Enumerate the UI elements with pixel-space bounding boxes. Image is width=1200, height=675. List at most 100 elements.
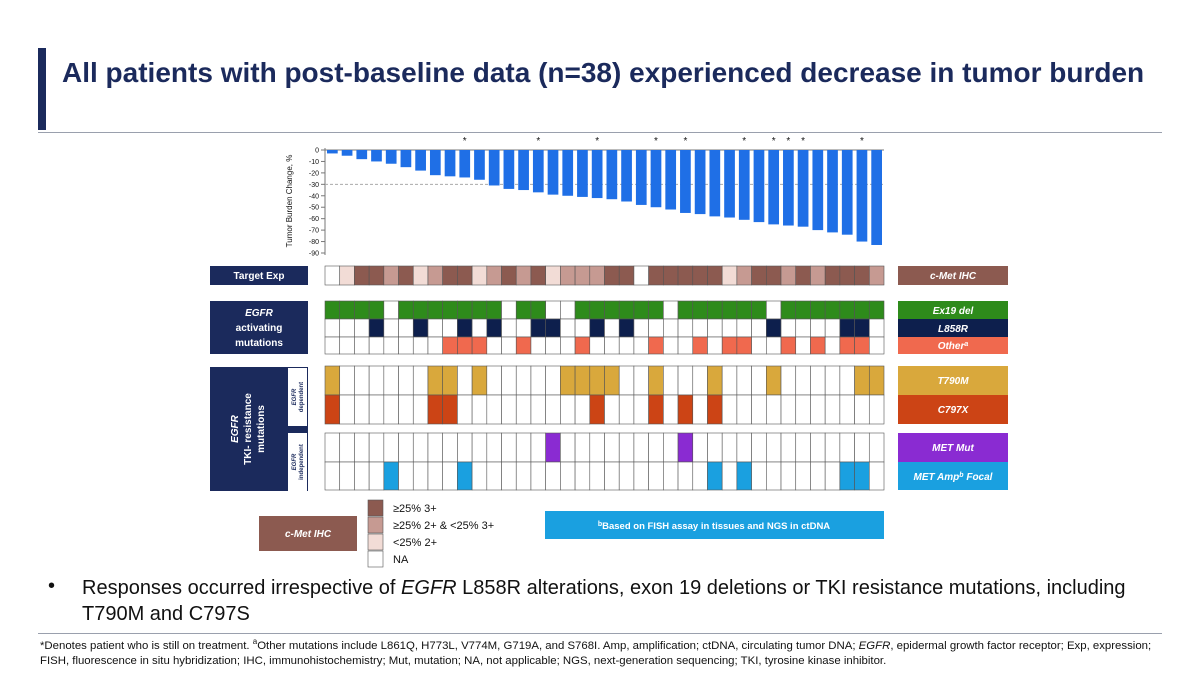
cell-met-amp: [854, 461, 870, 491]
cell-target-exp: [707, 265, 723, 286]
cell-met-mut: [412, 432, 429, 463]
cell-l858r: [574, 318, 591, 338]
cell-target-exp: [442, 265, 458, 286]
still-on-treatment-star: *: [772, 136, 776, 147]
met-amp-legend-label: MET Ampb Focal: [914, 472, 993, 484]
cell-other: [618, 336, 635, 355]
cell-target-exp: [545, 265, 561, 286]
ihc-legend-item: ≥25% 2+ & <25% 3+: [393, 520, 494, 532]
still-on-treatment-star: *: [536, 136, 540, 147]
cell-met-amp: [442, 461, 458, 491]
cell-met-mut: [383, 432, 399, 463]
cell-other: [501, 336, 517, 355]
bullet-part-3: L858R alterations, exon 19 deletions or …: [82, 577, 1126, 625]
cell-ex19: [618, 300, 635, 320]
cell-l858r: [324, 318, 341, 338]
bar: [327, 150, 338, 154]
cell-l858r: [721, 318, 738, 338]
bar: [577, 150, 588, 197]
cell-ex19: [368, 300, 385, 320]
cell-l858r: [383, 318, 399, 338]
cell-t790m: [854, 365, 870, 396]
independent-label-2: independent: [299, 444, 305, 480]
cell-ex19: [324, 300, 341, 320]
bar: [738, 150, 750, 220]
cell-met-mut: [751, 432, 767, 463]
cell-met-mut: [486, 432, 502, 463]
independent-sub-box: [288, 433, 307, 491]
cell-other: [839, 336, 855, 355]
cell-met-amp: [398, 461, 414, 491]
cell-ex19: [457, 300, 473, 320]
cell-ex19: [633, 300, 649, 320]
cell-target-exp: [618, 265, 635, 286]
y-tick-label: 0: [315, 148, 319, 155]
cell-c797x: [618, 394, 635, 425]
tki-resistance-label-3: mutations: [256, 405, 267, 453]
cell-met-amp: [486, 461, 502, 491]
cell-met-amp: [471, 461, 488, 491]
cell-met-mut: [692, 432, 708, 463]
cell-met-amp: [604, 461, 620, 491]
cell-ex19: [427, 300, 443, 320]
cell-met-amp: [810, 461, 826, 491]
egfr-activating-label-3: mutations: [235, 338, 283, 349]
bullet-text: Responses occurred irrespective of EGFR …: [82, 575, 1172, 627]
cell-ex19: [501, 300, 517, 320]
fish-note-body: Based on FISH assay in tissues and NGS i…: [602, 521, 830, 532]
cell-c797x: [442, 394, 458, 425]
cell-t790m: [648, 365, 664, 396]
cell-met-mut: [501, 432, 517, 463]
bar: [547, 150, 559, 195]
cell-target-exp: [589, 265, 605, 286]
slide-title: All patients with post-baseline data (n=…: [62, 57, 1145, 88]
cell-ex19: [604, 300, 620, 320]
cell-c797x: [839, 394, 855, 425]
cell-met-amp: [766, 461, 782, 491]
cell-t790m: [339, 365, 355, 396]
target-exp-label: Target Exp: [234, 271, 285, 282]
met-mut-legend-box: [898, 433, 1008, 462]
bar: [459, 150, 471, 178]
still-on-treatment-star: *: [860, 136, 864, 147]
met-amp-legend-box: [898, 462, 1008, 490]
bar: [871, 150, 882, 245]
cell-ex19: [471, 300, 488, 320]
cell-l858r: [501, 318, 517, 338]
cell-ex19: [663, 300, 679, 320]
cell-l858r: [354, 318, 370, 338]
cell-l858r: [766, 318, 782, 338]
cell-met-amp: [589, 461, 605, 491]
cell-c797x: [707, 394, 723, 425]
cell-met-mut: [854, 432, 870, 463]
cell-other: [471, 336, 488, 355]
cell-met-amp: [368, 461, 385, 491]
cell-other: [398, 336, 414, 355]
cell-met-amp: [721, 461, 738, 491]
cell-ex19: [795, 300, 811, 320]
cell-l858r: [560, 318, 576, 338]
cell-other: [442, 336, 458, 355]
cell-target-exp: [515, 265, 532, 286]
cmet-ihc-legend-label: c-Met IHC: [930, 271, 977, 282]
cell-other: [354, 336, 370, 355]
independent-label-1: EGFR: [292, 453, 298, 470]
cell-t790m: [692, 365, 708, 396]
cell-target-exp: [780, 265, 797, 286]
superscript: b: [959, 472, 964, 479]
cell-met-mut: [795, 432, 811, 463]
cell-target-exp: [398, 265, 414, 286]
cell-other: [574, 336, 591, 355]
cell-other: [766, 336, 782, 355]
cell-other: [633, 336, 649, 355]
cell-met-amp: [339, 461, 355, 491]
cell-met-amp: [677, 461, 694, 491]
cell-l858r: [692, 318, 708, 338]
cell-other: [810, 336, 826, 355]
cell-other: [368, 336, 385, 355]
bar: [444, 150, 456, 177]
cell-c797x: [383, 394, 399, 425]
cell-t790m: [324, 365, 341, 396]
cell-target-exp: [692, 265, 708, 286]
cell-t790m: [868, 365, 885, 396]
